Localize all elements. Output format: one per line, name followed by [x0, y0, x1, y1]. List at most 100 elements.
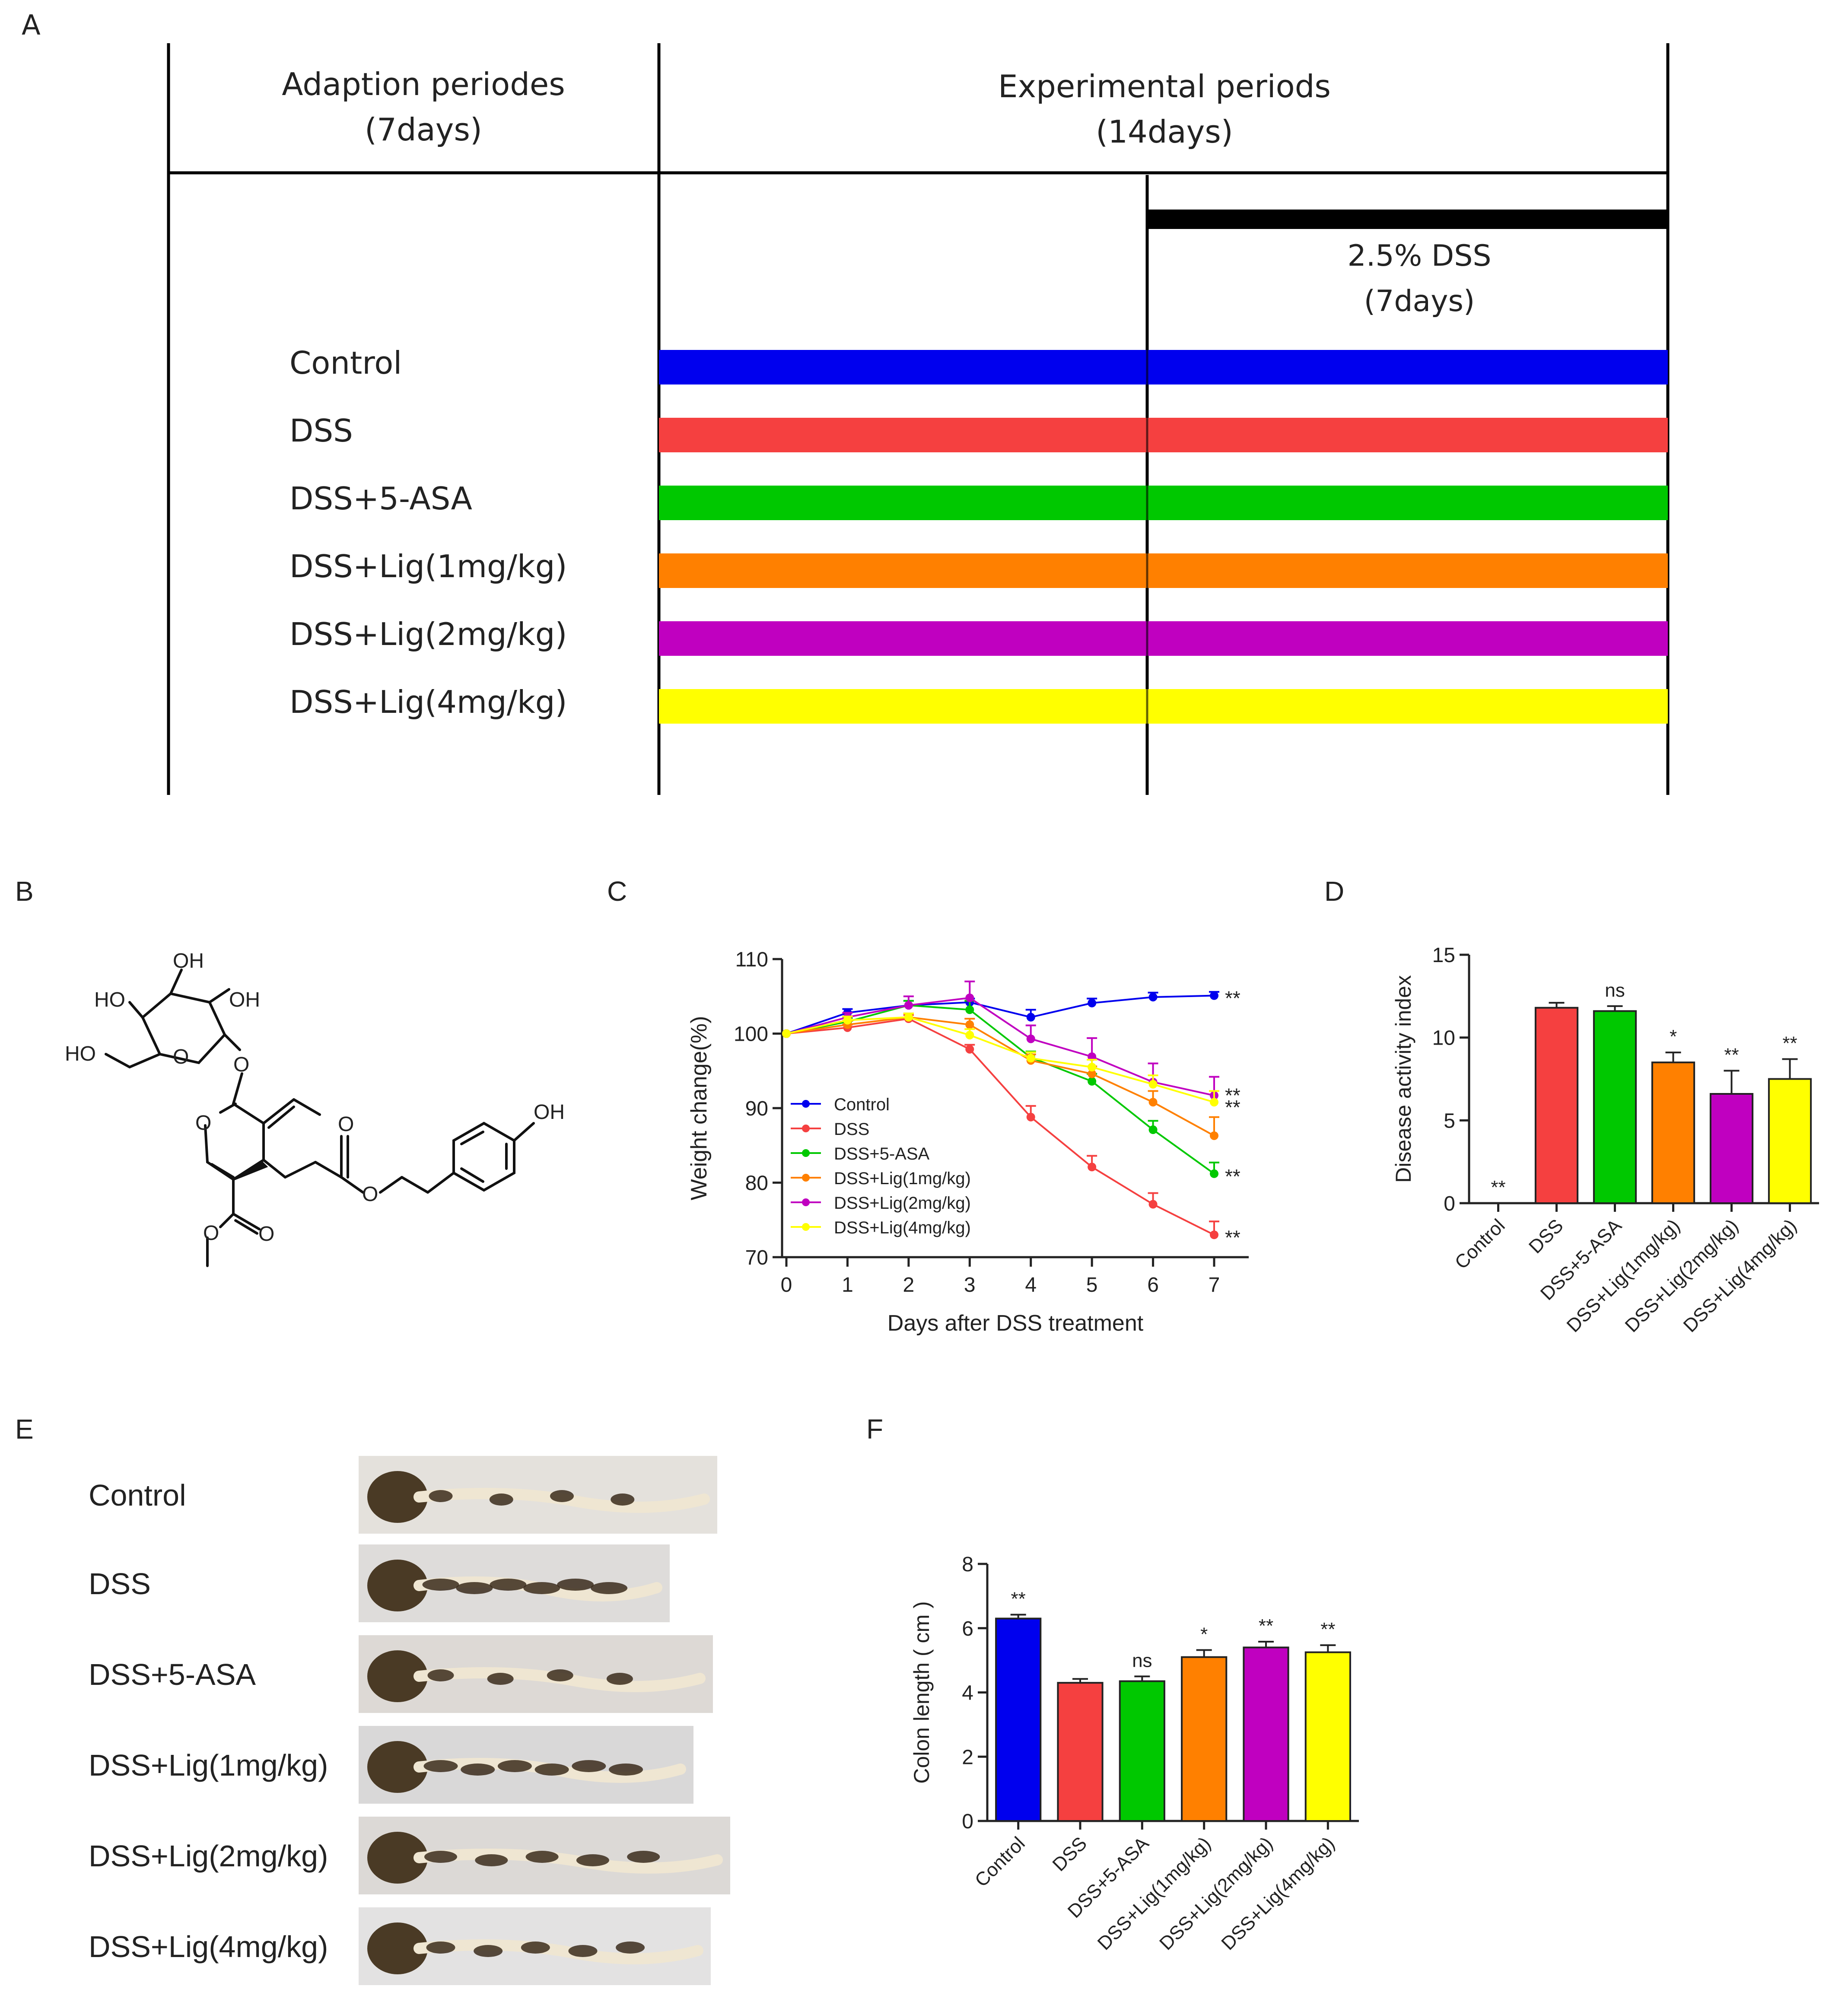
- data-point: [843, 1016, 852, 1025]
- data-point: [1088, 1063, 1097, 1072]
- data-point: [1026, 1013, 1035, 1022]
- legend-label: DSS+5-ASA: [834, 1144, 930, 1163]
- weight-change-chart: 70 80 90 100 110 0 1 2 3 4 5 6 7 Days after DSS treat…: [687, 948, 1249, 1336]
- structure-atom-labels: OH HO OH HO O O O O O OH O O: [65, 950, 565, 1246]
- bond: [128, 1001, 144, 1019]
- significance-mark: **: [1320, 1619, 1335, 1640]
- colon-photo: [359, 1635, 713, 1713]
- x-tick-label: 4: [1025, 1274, 1037, 1296]
- atom-label: O: [203, 1222, 219, 1245]
- data-point: [1148, 992, 1158, 1001]
- colon-content: [423, 1760, 458, 1772]
- series-line: [786, 995, 1215, 1035]
- schema-group-label: Control: [289, 345, 402, 381]
- y-tick-label: 70: [745, 1246, 768, 1269]
- colon-content: [427, 1669, 454, 1681]
- bar: [1593, 1010, 1637, 1204]
- schema-group-bar: [659, 553, 1668, 588]
- photo-label: Control: [89, 1478, 186, 1512]
- y-axis-label: Disease activity index: [1391, 975, 1415, 1183]
- data-point: [1026, 1054, 1035, 1063]
- bond: [379, 1176, 403, 1194]
- colon-content: [475, 1854, 508, 1866]
- series-line: [786, 997, 1215, 1096]
- colon-photos: Control DSS DSS+5-ASA DSS+Lig(1mg/kg) DSS+Li…: [89, 1456, 730, 1985]
- atom-label: O: [233, 1053, 249, 1076]
- bond: [234, 1219, 258, 1235]
- data-point: [1210, 1131, 1218, 1140]
- x-tick-label: 0: [781, 1274, 792, 1296]
- atom-label: O: [338, 1113, 354, 1136]
- schema-group-bar: [659, 350, 1668, 384]
- schema-group-bar: [659, 621, 1668, 656]
- colon-content: [456, 1582, 493, 1594]
- colon-content: [497, 1760, 532, 1772]
- bond: [460, 1131, 484, 1145]
- atom-label: O: [173, 1045, 189, 1068]
- bond: [232, 1072, 243, 1105]
- y-tick-label: 5: [1444, 1109, 1455, 1132]
- data-point: [1088, 998, 1097, 1007]
- atom-label: OH: [173, 950, 204, 972]
- atom-label: HO: [94, 988, 125, 1011]
- colon-photo: [359, 1456, 717, 1534]
- bond: [208, 988, 230, 1004]
- colon-content: [534, 1764, 569, 1776]
- legend-marker: [802, 1223, 810, 1231]
- legend-label: DSS+Lig(4mg/kg): [834, 1218, 971, 1237]
- bond: [262, 1159, 286, 1179]
- cecum: [367, 1650, 428, 1702]
- panel-letter-f: F: [866, 1414, 883, 1445]
- bond: [232, 1213, 261, 1230]
- bond: [426, 1172, 455, 1194]
- bond: [460, 1167, 484, 1183]
- y-tick-label: 8: [962, 1553, 973, 1576]
- x-tick-label: 6: [1147, 1274, 1159, 1296]
- y-tick-label: 4: [962, 1682, 973, 1705]
- bond: [314, 1161, 343, 1179]
- y-axis-label: Colon length ( cm ): [910, 1601, 934, 1783]
- schema-group-bar: [659, 418, 1668, 452]
- data-point: [1210, 991, 1218, 1000]
- photo-label: DSS+Lig(2mg/kg): [89, 1839, 328, 1873]
- photo-label: DSS+Lig(4mg/kg): [89, 1930, 328, 1964]
- colon-content: [627, 1851, 660, 1863]
- panel-letter-b: B: [15, 876, 34, 907]
- x-tick-label: 2: [903, 1274, 915, 1296]
- cecum: [367, 1560, 428, 1611]
- data-point: [965, 1030, 974, 1039]
- significance-mark: **: [1782, 1033, 1797, 1054]
- atom-label: OH: [534, 1101, 565, 1124]
- photo-label: DSS+Lig(1mg/kg): [89, 1748, 328, 1782]
- bond: [169, 969, 183, 995]
- bond: [267, 1106, 295, 1129]
- significance-mark: **: [1225, 987, 1240, 1010]
- significance-mark: **: [1225, 1226, 1240, 1249]
- series-5: [782, 1012, 1219, 1107]
- colon-content: [606, 1673, 633, 1685]
- legend-marker: [802, 1174, 810, 1182]
- schema-group-label: DSS+Lig(4mg/kg): [289, 684, 567, 720]
- legend-label: DSS+Lig(2mg/kg): [834, 1194, 971, 1213]
- data-point: [1210, 1230, 1218, 1239]
- significance-mark: **: [1259, 1615, 1273, 1636]
- cecum: [367, 1741, 428, 1793]
- atom-label: HO: [65, 1042, 96, 1065]
- data-point: [1148, 1125, 1158, 1134]
- data-point: [1088, 1069, 1097, 1078]
- colon-photo: [359, 1907, 711, 1985]
- dss-exposure-bar: [1147, 210, 1668, 229]
- colon-content: [422, 1579, 459, 1591]
- x-tick-label: 7: [1209, 1274, 1220, 1296]
- data-point: [1148, 1098, 1158, 1107]
- panel-a: A Adaption periodes (7days) Experimental…: [22, 10, 1670, 795]
- atom-label: O: [258, 1223, 274, 1246]
- legend-marker: [802, 1125, 810, 1132]
- data-point: [965, 1005, 974, 1014]
- y-tick-label: 10: [1432, 1027, 1455, 1050]
- bond: [293, 1098, 321, 1116]
- legend-marker: [802, 1100, 810, 1108]
- y-tick-label: 80: [745, 1172, 768, 1195]
- stereo-wedge: [232, 1160, 268, 1181]
- panel-letter-c: C: [607, 876, 627, 907]
